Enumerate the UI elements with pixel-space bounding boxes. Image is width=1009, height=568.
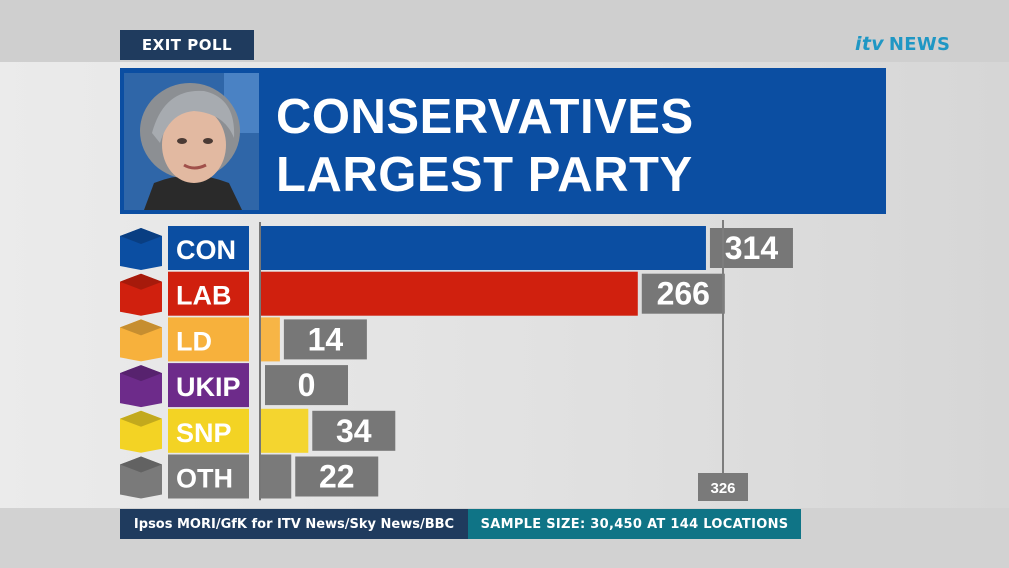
itv-news-logo: itv NEWS	[855, 33, 950, 55]
headline-line-1: CONSERVATIVES	[276, 90, 694, 144]
leader-portrait	[124, 73, 259, 210]
headline-line-2: LARGEST PARTY	[276, 148, 693, 202]
logo-news: NEWS	[888, 33, 951, 55]
logo-itv: itv	[855, 33, 884, 55]
headline: CONSERVATIVES LARGEST PARTY	[276, 88, 876, 204]
exit-poll-tag: EXIT POLL	[120, 30, 254, 60]
sample-size: SAMPLE SIZE: 30,450 AT 144 LOCATIONS	[468, 509, 801, 539]
poll-source: Ipsos MORI/GfK for ITV News/Sky News/BBC	[120, 509, 468, 539]
